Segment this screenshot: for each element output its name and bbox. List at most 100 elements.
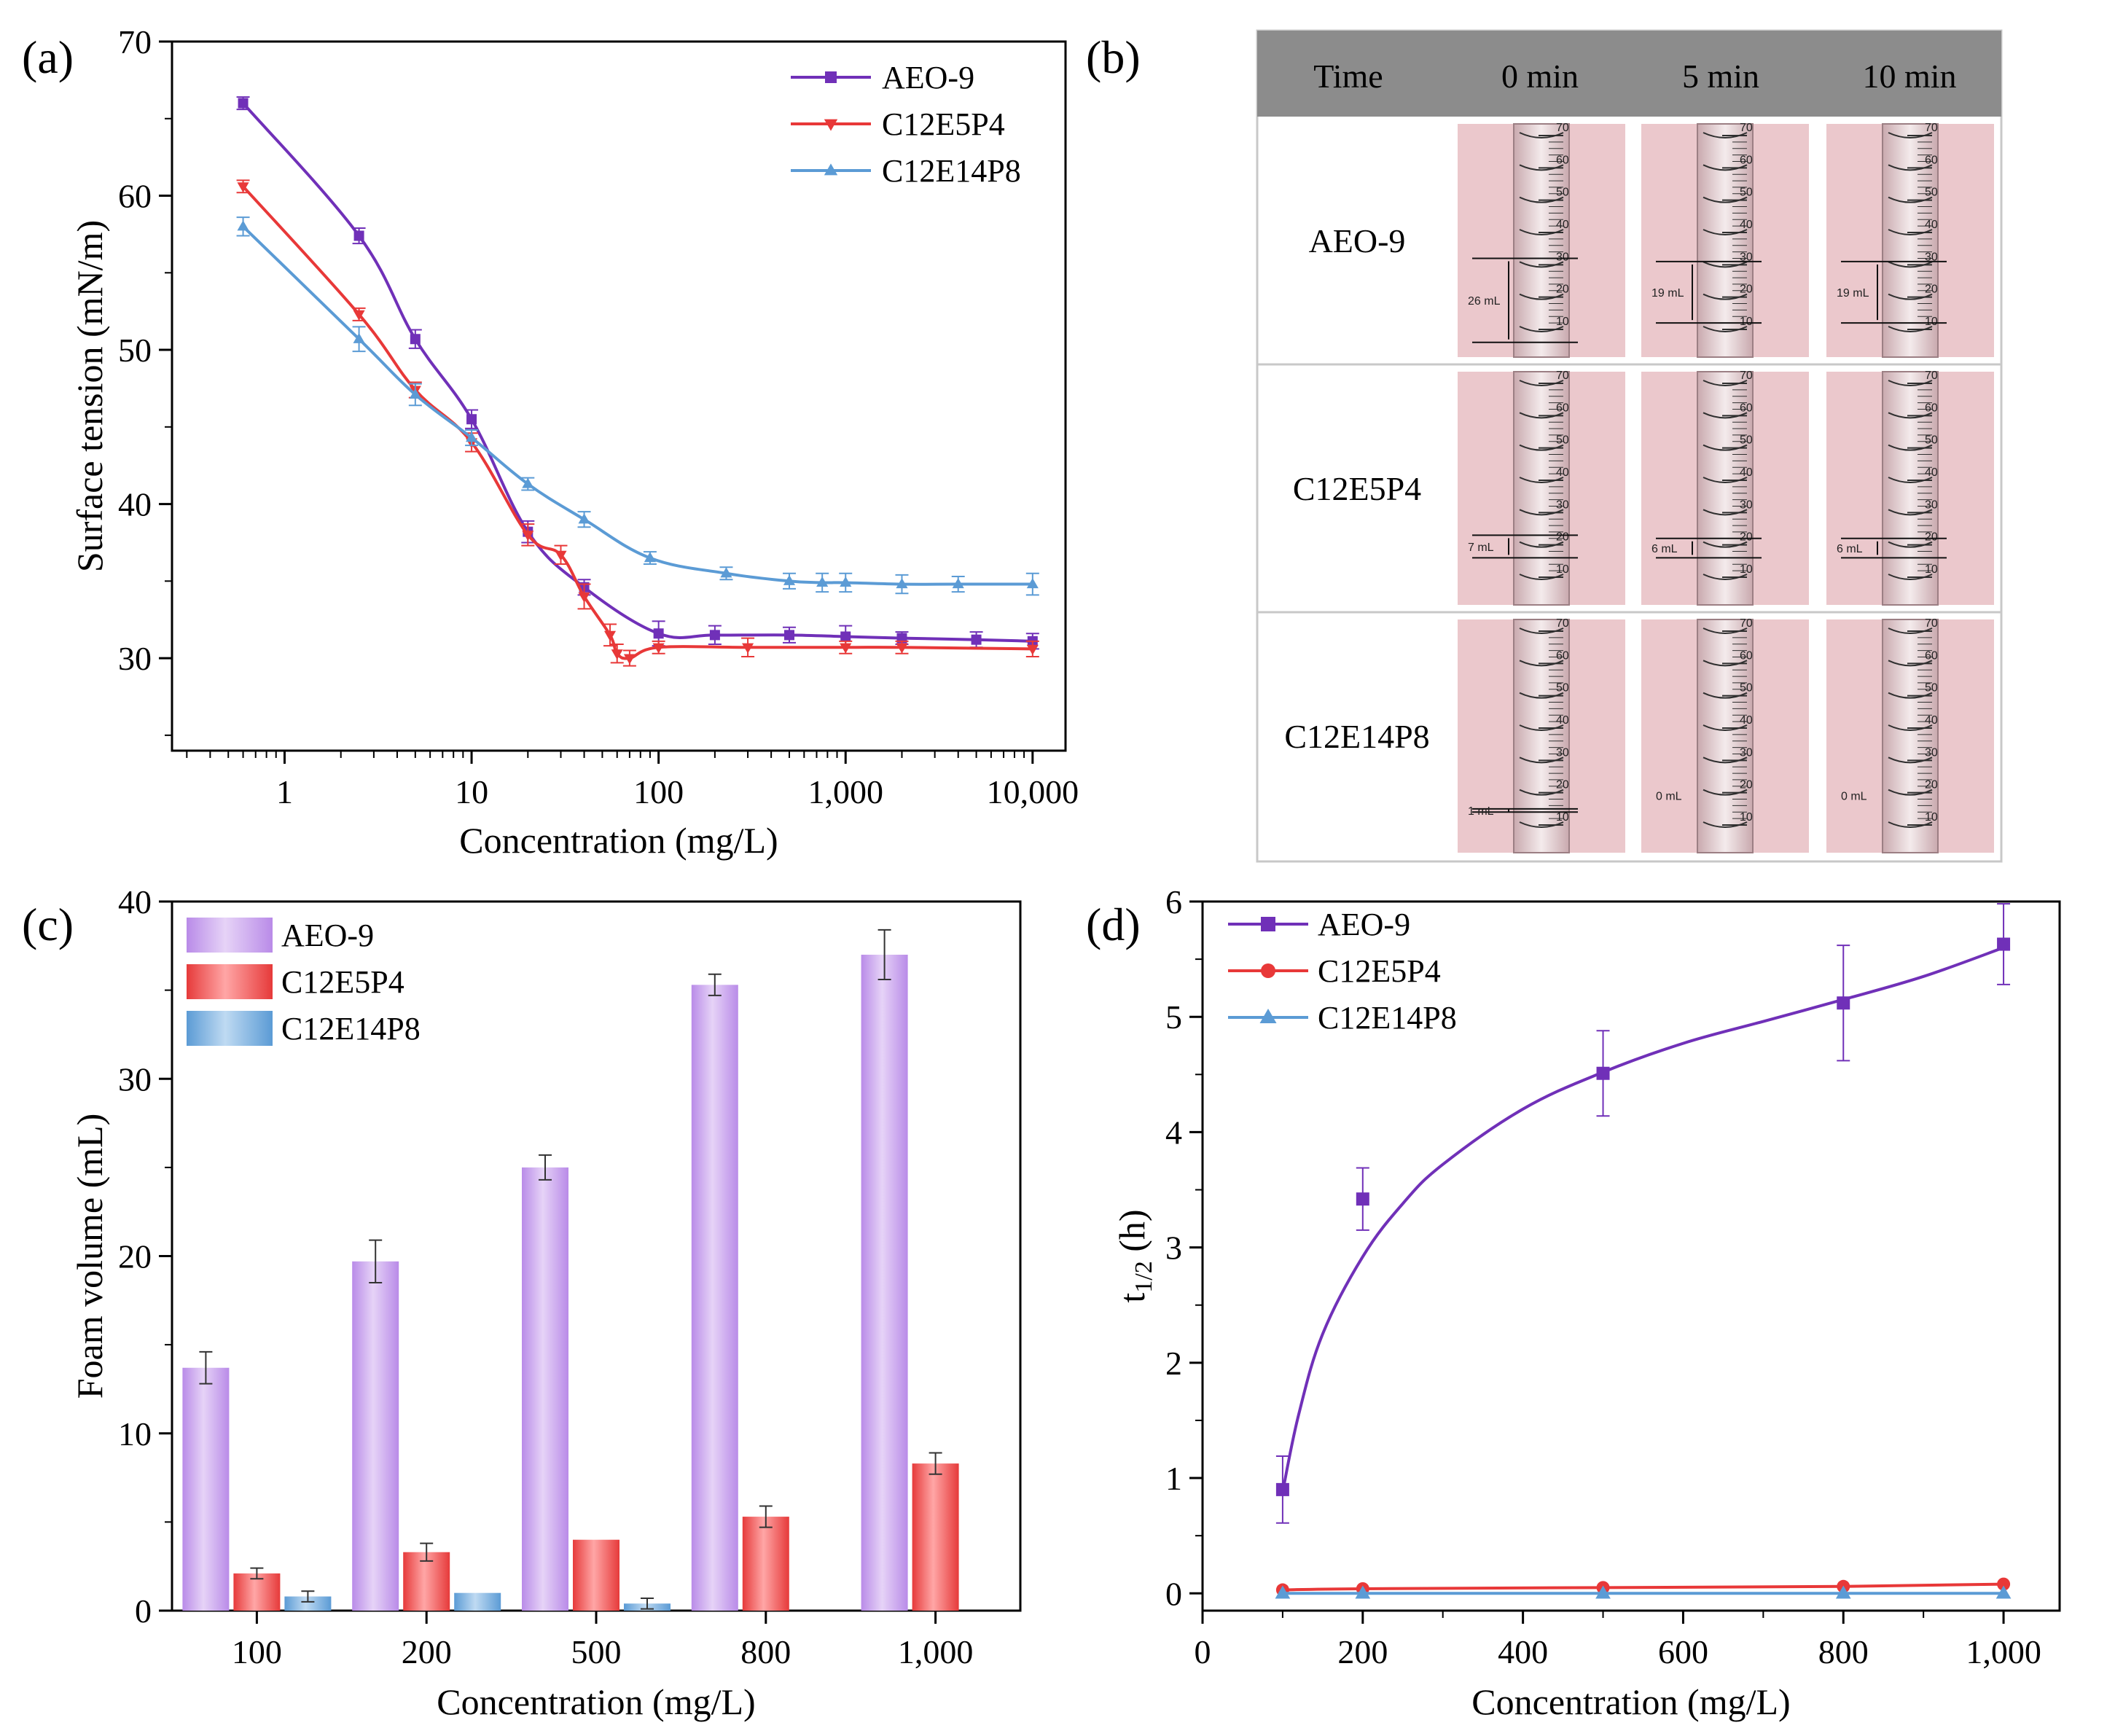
series-line-AEO-9 — [242, 102, 1033, 643]
data-point-AEO-9-4 — [1997, 937, 2011, 951]
scale-label-50: 50 — [1925, 187, 1938, 199]
bar-C12E5P4-500 — [573, 1539, 619, 1611]
scale-label-20: 20 — [1740, 284, 1753, 296]
scale-label-10: 10 — [1556, 563, 1569, 576]
data-point-C12E5P4-1 — [353, 310, 365, 321]
scale-label-50: 50 — [1925, 434, 1938, 447]
bar-C12E5P4-200 — [403, 1552, 450, 1611]
legend-marker-C12E5P4 — [1261, 963, 1275, 978]
x-tick-label-0: 0 — [1195, 1633, 1211, 1670]
bar-AEO-9-500 — [522, 1167, 568, 1611]
scale-label-10: 10 — [1740, 316, 1753, 328]
cylinder-photo-C12E5P4-1: 10 20 30 40 50 60 70 6 mL — [1641, 370, 1809, 606]
bar-AEO-9-800 — [691, 985, 738, 1611]
legend-label-AEO-9: AEO-9 — [1318, 907, 1410, 942]
cylinder-glass — [1513, 371, 1570, 606]
scale-label-60: 60 — [1556, 402, 1569, 414]
scale-label-40: 40 — [1556, 714, 1569, 727]
data-point-C12E14P8-4 — [1995, 1585, 2012, 1599]
scale-label-50: 50 — [1556, 434, 1569, 447]
x-tick-label-4: 10,000 — [987, 773, 1079, 810]
cylinder-photo-AEO-9-2: 10 20 30 40 50 60 70 19 mL — [1826, 122, 1994, 358]
y-axis-title: Foam volume (mL) — [69, 1114, 110, 1399]
data-point-C12E14P8-11 — [896, 578, 908, 589]
graduation-arc-50 — [1888, 196, 1933, 203]
data-point-C12E14P8-7 — [720, 567, 732, 578]
y-tick-label-0: 0 — [1165, 1575, 1182, 1612]
graduation-arc-70 — [1703, 380, 1748, 386]
scale-label-20: 20 — [1556, 779, 1569, 791]
legend-marker-AEO-9 — [1261, 917, 1275, 931]
series-line-C12E5P4 — [242, 185, 1033, 660]
data-point-C12E14P8-1 — [353, 332, 365, 343]
graduation-arc-50 — [1888, 692, 1933, 699]
scale-label-70: 70 — [1556, 370, 1569, 382]
scale-label-60: 60 — [1925, 649, 1938, 662]
scale-label-50: 50 — [1556, 682, 1569, 695]
data-point-AEO-9-2 — [410, 334, 421, 345]
legend-label-AEO-9: AEO-9 — [882, 60, 974, 95]
graduation-arc-10 — [1703, 326, 1748, 332]
y-tick-label-0: 30 — [118, 640, 152, 677]
scale-label-10: 10 — [1925, 316, 1938, 328]
scale-label-10: 10 — [1556, 811, 1569, 824]
scale-label-40: 40 — [1740, 466, 1753, 479]
bar-C12E14P8-200 — [454, 1592, 501, 1611]
legend-swatch-AEO-9 — [187, 918, 273, 953]
scale-label-40: 40 — [1925, 714, 1938, 727]
graduation-arc-70 — [1888, 132, 1933, 138]
scale-label-30: 30 — [1740, 746, 1753, 759]
plot-frame — [171, 40, 1067, 752]
y-axis-title: t1/2 (h) — [1111, 1209, 1157, 1302]
cylinder-glass — [1697, 371, 1754, 606]
graduation-arc-30 — [1888, 509, 1933, 516]
legend-label-AEO-9: AEO-9 — [281, 918, 374, 953]
data-point-AEO-9-7 — [709, 630, 720, 641]
panel-a-letter: (a) — [22, 31, 74, 83]
graduation-arc-30 — [1519, 756, 1564, 764]
data-point-C12E14P8-2 — [409, 388, 421, 399]
scale-label-20: 20 — [1556, 531, 1569, 544]
panel-d-letter: (d) — [1086, 899, 1141, 950]
y-axis-title-main: t — [1111, 1293, 1152, 1303]
scale-label-10: 10 — [1925, 563, 1938, 576]
series-C12E5P4 — [236, 179, 1039, 667]
x-axis-title: Concentration (mg/L) — [459, 820, 778, 861]
scale-label-40: 40 — [1740, 219, 1753, 231]
panel-b-letter: (b) — [1086, 31, 1141, 83]
data-point-C12E14P8-4 — [522, 477, 534, 488]
scale-label-30: 30 — [1556, 498, 1569, 511]
y-tick-label-2: 50 — [118, 332, 152, 369]
scale-label-50: 50 — [1740, 187, 1753, 199]
legend-marker-AEO-9 — [825, 71, 837, 83]
foam-annotation: 19 mL — [1837, 287, 1869, 300]
panel-c-foam-volume-chart: (c) 100 200 500 800 1,000 0 10 20 30 40 Concentrati… — [22, 883, 1022, 1722]
series-AEO-9 — [1275, 903, 2011, 1524]
y-tick-label-4: 40 — [118, 883, 152, 920]
data-point-C12E5P4-7 — [603, 630, 617, 641]
scale-label-20: 20 — [1925, 779, 1938, 791]
scale-label-60: 60 — [1740, 649, 1753, 662]
data-point-AEO-9-0 — [238, 98, 249, 109]
data-point-C12E5P4-12 — [840, 643, 852, 654]
legend-label-C12E5P4: C12E5P4 — [882, 106, 1005, 142]
data-point-C12E5P4-8 — [611, 649, 623, 660]
graduation-arc-60 — [1888, 660, 1933, 667]
graduation-arc-10 — [1888, 574, 1933, 580]
graduation-arc-30 — [1888, 261, 1933, 268]
x-tick-label-1: 200 — [402, 1633, 452, 1670]
x-tick-label-2: 500 — [571, 1633, 622, 1670]
x-tick-label-3: 1,000 — [808, 773, 883, 810]
scale-label-60: 60 — [1556, 649, 1569, 662]
y-tick-label-1: 40 — [118, 486, 152, 523]
graduation-arc-30 — [1519, 509, 1564, 516]
graduation-arc-30 — [1703, 261, 1748, 268]
cylinder-photo-AEO-9-0: 10 20 30 40 50 60 70 26 mL — [1458, 122, 1625, 358]
cylinder-photo-C12E14P8-1: 10 20 30 40 50 60 70 0 mL — [1641, 617, 1809, 853]
series-line-C12E5P4 — [1282, 1582, 2004, 1592]
x-axis-title: Concentration (mg/L) — [437, 1681, 755, 1722]
x-tick-label-0: 100 — [232, 1633, 282, 1670]
scale-label-40: 40 — [1556, 219, 1569, 231]
scale-label-50: 50 — [1925, 682, 1938, 695]
scale-label-40: 40 — [1925, 219, 1938, 231]
